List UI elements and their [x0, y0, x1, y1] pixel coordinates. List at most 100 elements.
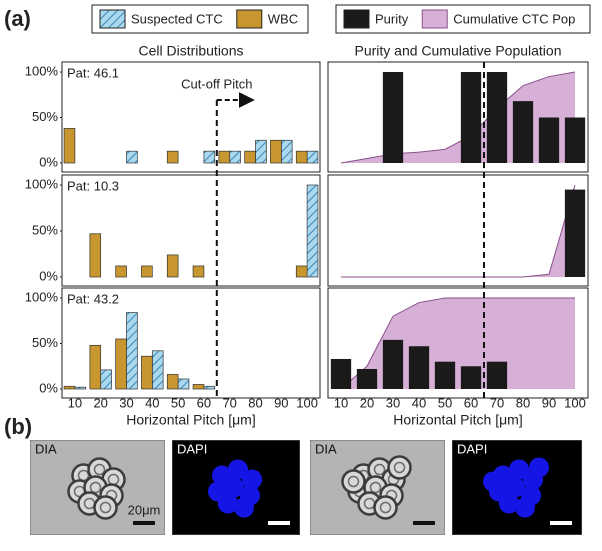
x-axis-title: Horizontal Pitch [μm]: [126, 412, 255, 428]
y-tick-label: 100%: [25, 176, 59, 191]
bar: [126, 312, 138, 390]
legend-label: Purity: [375, 11, 409, 26]
bar: [295, 150, 308, 164]
purity-bar: [564, 117, 586, 163]
x-tick-label: 100: [564, 395, 586, 410]
legend-swatch: [99, 9, 126, 29]
plot: [63, 128, 319, 164]
y-tick-label: 100%: [25, 289, 59, 304]
x-tick-label: 100: [296, 395, 318, 410]
x-tick-label: 60: [464, 395, 478, 410]
y-tick-label: 0%: [39, 380, 58, 395]
purity-bar: [382, 339, 404, 389]
nucleus: [218, 493, 238, 514]
image-label: DIA: [35, 441, 57, 456]
nucleus: [242, 469, 262, 490]
scale-bar: [133, 521, 155, 525]
panel-label: (b): [4, 414, 32, 439]
purity-bar: [434, 361, 456, 389]
bar: [306, 150, 319, 164]
bar: [141, 355, 153, 390]
legend-box: [91, 4, 309, 34]
cell-inner: [99, 501, 112, 514]
panel-label: (a): [4, 6, 31, 31]
patient-label: Pat: 46.1: [67, 65, 119, 80]
x-tick-label: 50: [438, 395, 452, 410]
plot: [330, 297, 575, 390]
image-label: DAPI: [457, 441, 487, 456]
bar: [192, 384, 205, 390]
bar: [295, 265, 308, 278]
bar: [203, 150, 216, 164]
purity-bar: [486, 72, 508, 163]
cell: [387, 455, 412, 480]
bar: [229, 150, 241, 164]
bar: [255, 139, 267, 164]
cell-inner: [393, 461, 406, 474]
purity-bar: [460, 366, 482, 389]
legend-swatch: [343, 9, 370, 29]
x-tick-label: 10: [334, 395, 348, 410]
bar: [63, 385, 76, 390]
purity-bar: [330, 358, 352, 389]
cell-inner: [369, 481, 382, 494]
bar: [166, 374, 179, 390]
x-tick-label: 80: [516, 395, 530, 410]
purity-bar: [408, 346, 430, 389]
x-tick-label: 10: [68, 395, 82, 410]
x-tick-label: 40: [145, 395, 159, 410]
purity-bar: [382, 72, 404, 163]
bar: [203, 385, 216, 390]
y-tick-label: 0%: [39, 268, 58, 283]
cell-inner: [379, 501, 392, 514]
legend-swatch: [236, 9, 263, 29]
scale-label: 20μm: [128, 502, 161, 517]
cell-inner: [93, 463, 106, 476]
scale-bar: [413, 521, 435, 525]
x-tick-label: 20: [93, 395, 107, 410]
nucleus: [228, 459, 248, 480]
scale-bar: [268, 521, 290, 525]
panel-frame: [327, 174, 589, 287]
purity-bar: [512, 101, 534, 163]
x-tick-label: 40: [412, 395, 426, 410]
micrograph: [172, 440, 300, 535]
scale-bar: [550, 521, 572, 525]
cumulative-line: [340, 297, 575, 390]
plot: [340, 71, 586, 164]
y-tick-label: 0%: [39, 154, 58, 169]
x-tick-label: 70: [222, 395, 236, 410]
cell-inner: [347, 475, 360, 488]
x-tick-label: 30: [386, 395, 400, 410]
legend-label: Cumulative CTC Pop: [453, 11, 575, 26]
nucleus: [515, 497, 535, 518]
bar: [192, 265, 205, 278]
bar: [74, 386, 87, 390]
patient-label: Pat: 43.2: [67, 291, 119, 306]
bar: [218, 150, 231, 164]
y-tick-label: 100%: [25, 63, 59, 78]
cumulative-line: [340, 71, 576, 164]
column-title: Purity and Cumulative Population: [354, 43, 561, 59]
image-label: DAPI: [177, 441, 207, 456]
cell: [341, 469, 366, 494]
legend-label: Suspected CTC: [131, 11, 223, 26]
legend-label: WBC: [268, 11, 298, 26]
bar: [166, 150, 179, 164]
purity-bar: [356, 368, 378, 389]
nucleus: [505, 477, 525, 498]
x-tick-label: 90: [274, 395, 288, 410]
bar: [115, 338, 127, 390]
micrograph: [30, 440, 165, 535]
purity-bar: [564, 189, 586, 277]
panel-frame: [327, 61, 589, 173]
panel-frame: [61, 174, 321, 287]
panel-frame: [327, 287, 589, 399]
bar: [141, 265, 153, 278]
patient-label: Pat: 10.3: [67, 178, 119, 193]
cell-inner: [373, 463, 386, 476]
image-label: DIA: [315, 441, 337, 456]
cumulative-line: [341, 184, 576, 278]
x-axis-title: Horizontal Pitch [μm]: [393, 412, 522, 428]
